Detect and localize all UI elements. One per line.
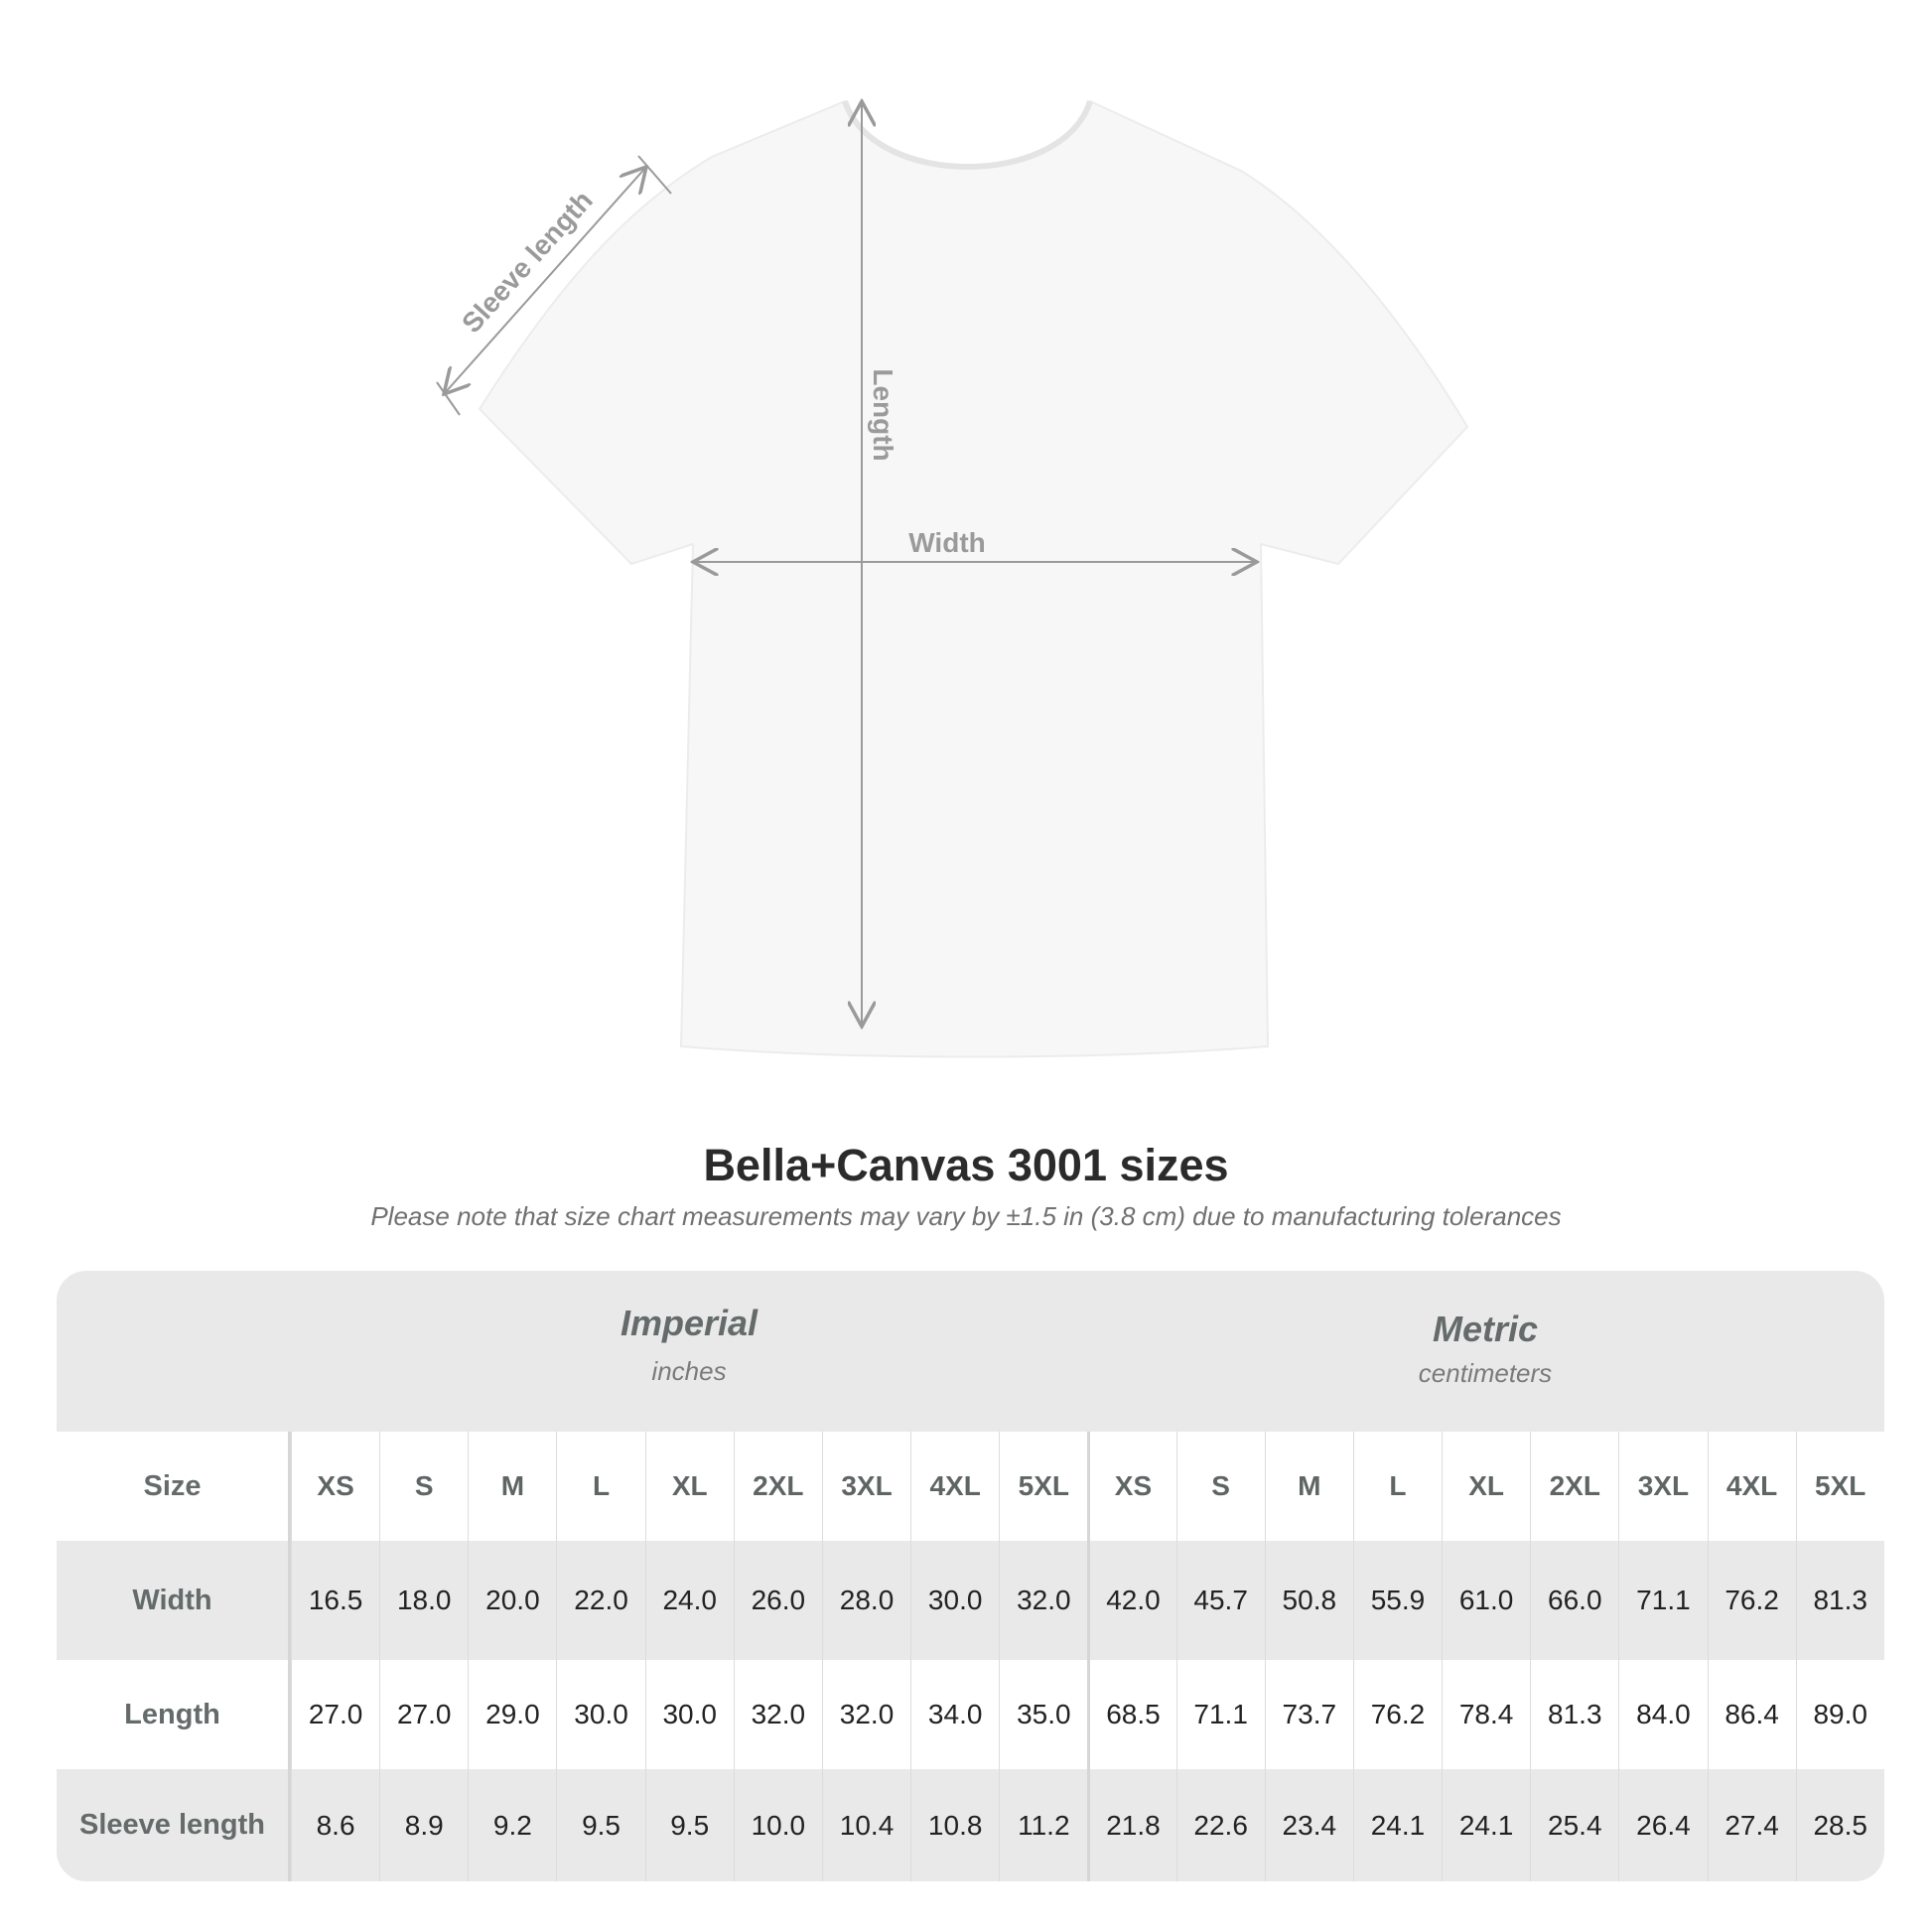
length-label: Length (868, 368, 898, 461)
size-header: 3XL (1618, 1432, 1707, 1541)
value-cell: 81.3 (1795, 1541, 1884, 1660)
size-table: Imperial inches Metric centimeters Size X… (57, 1271, 1884, 1881)
table-row: Width 16.5 18.0 20.0 22.0 24.0 26.0 28.0 30.0 32.… (57, 1541, 1884, 1660)
value-cell: 76.2 (1707, 1541, 1796, 1660)
value-cell: 68.5 (1087, 1660, 1175, 1769)
value-cell: 32.0 (999, 1541, 1087, 1660)
tshirt-image (478, 99, 1469, 1058)
value-cell: 29.0 (468, 1660, 556, 1769)
value-cell: 16.5 (291, 1541, 379, 1660)
value-cell: 8.6 (291, 1769, 379, 1881)
value-cell: 84.0 (1618, 1660, 1707, 1769)
value-cell: 27.4 (1707, 1769, 1796, 1881)
size-header: 2XL (1530, 1432, 1618, 1541)
metric-unit: centimeters (1418, 1358, 1553, 1388)
value-cell: 55.9 (1352, 1541, 1442, 1660)
metric-header: Metric centimeters (1087, 1271, 1883, 1469)
size-header: M (1264, 1432, 1353, 1541)
value-cell: 28.5 (1795, 1769, 1884, 1881)
value-cell: 30.0 (556, 1660, 644, 1769)
value-cell: 45.7 (1175, 1541, 1265, 1660)
value-cell: 32.0 (821, 1660, 910, 1769)
imperial-unit: inches (651, 1356, 727, 1386)
value-cell: 23.4 (1264, 1769, 1353, 1881)
value-cell: 61.0 (1442, 1541, 1530, 1660)
value-cell: 24.1 (1442, 1769, 1530, 1881)
imperial-label: Imperial (620, 1303, 759, 1343)
value-cell: 86.4 (1707, 1660, 1796, 1769)
value-cell: 8.9 (379, 1769, 468, 1881)
value-cell: 81.3 (1530, 1660, 1618, 1769)
value-cell: 66.0 (1530, 1541, 1618, 1660)
value-cell: 9.5 (644, 1769, 734, 1881)
value-cell: 71.1 (1618, 1541, 1707, 1660)
size-header: L (1352, 1432, 1442, 1541)
size-header: 3XL (821, 1432, 910, 1541)
value-cell: 27.0 (291, 1660, 379, 1769)
value-cell: 22.6 (1175, 1769, 1265, 1881)
row-label: Size (57, 1432, 291, 1541)
value-cell: 27.0 (379, 1660, 468, 1769)
table-row: Length 27.0 27.0 29.0 30.0 30.0 32.0 32.0 34.0 35… (57, 1660, 1884, 1769)
size-header: S (379, 1432, 468, 1541)
size-header: 5XL (1795, 1432, 1884, 1541)
value-cell: 10.4 (821, 1769, 910, 1881)
size-header: 5XL (999, 1432, 1087, 1541)
tolerance-note: Please note that size chart measurements… (370, 1201, 1562, 1231)
value-cell: 30.0 (910, 1541, 999, 1660)
size-header: L (556, 1432, 644, 1541)
value-cell: 30.0 (644, 1660, 734, 1769)
value-cell: 71.1 (1175, 1660, 1265, 1769)
value-cell: 9.5 (556, 1769, 644, 1881)
tshirt-diagram: Width Length Sleeve length (436, 0, 1469, 1058)
table-row: Sleeve length 8.6 8.9 9.2 9.5 9.5 10.0 10.4 10.8… (57, 1769, 1884, 1881)
page-title: Bella+Canvas 3001 sizes (703, 1140, 1229, 1190)
value-cell: 10.0 (733, 1769, 822, 1881)
value-cell: 21.8 (1087, 1769, 1175, 1881)
value-cell: 26.4 (1618, 1769, 1707, 1881)
row-label: Width (57, 1541, 291, 1660)
value-cell: 28.0 (821, 1541, 910, 1660)
size-header: 4XL (1707, 1432, 1796, 1541)
value-cell: 18.0 (379, 1541, 468, 1660)
size-header-row: Size XS S M L XL 2XL 3XL 4XL 5XL XS S M L XL 2XL 3XL 4XL 5… (57, 1432, 1884, 1541)
size-header: XL (1442, 1432, 1530, 1541)
metric-label: Metric (1432, 1309, 1539, 1349)
value-cell: 34.0 (910, 1660, 999, 1769)
value-cell: 50.8 (1264, 1541, 1353, 1660)
value-cell: 32.0 (733, 1660, 822, 1769)
value-cell: 78.4 (1442, 1660, 1530, 1769)
size-header: XS (1087, 1432, 1175, 1541)
size-header: 2XL (733, 1432, 822, 1541)
value-cell: 25.4 (1530, 1769, 1618, 1881)
size-header: XL (644, 1432, 734, 1541)
sleeve-arrow (444, 167, 646, 394)
value-cell: 42.0 (1087, 1541, 1175, 1660)
imperial-header: Imperial inches (291, 1271, 1087, 1463)
row-label: Length (57, 1660, 291, 1769)
value-cell: 24.1 (1352, 1769, 1442, 1881)
row-label: Sleeve length (57, 1769, 291, 1881)
value-cell: 10.8 (910, 1769, 999, 1881)
size-header: 4XL (910, 1432, 999, 1541)
size-header: M (468, 1432, 556, 1541)
value-cell: 26.0 (733, 1541, 822, 1660)
width-label: Width (908, 527, 986, 558)
value-cell: 20.0 (468, 1541, 556, 1660)
value-cell: 35.0 (999, 1660, 1087, 1769)
value-cell: 73.7 (1264, 1660, 1353, 1769)
value-cell: 76.2 (1352, 1660, 1442, 1769)
size-header: XS (291, 1432, 379, 1541)
value-cell: 24.0 (644, 1541, 734, 1660)
value-cell: 11.2 (999, 1769, 1087, 1881)
size-header: S (1175, 1432, 1265, 1541)
value-cell: 9.2 (468, 1769, 556, 1881)
value-cell: 89.0 (1795, 1660, 1884, 1769)
value-cell: 22.0 (556, 1541, 644, 1660)
